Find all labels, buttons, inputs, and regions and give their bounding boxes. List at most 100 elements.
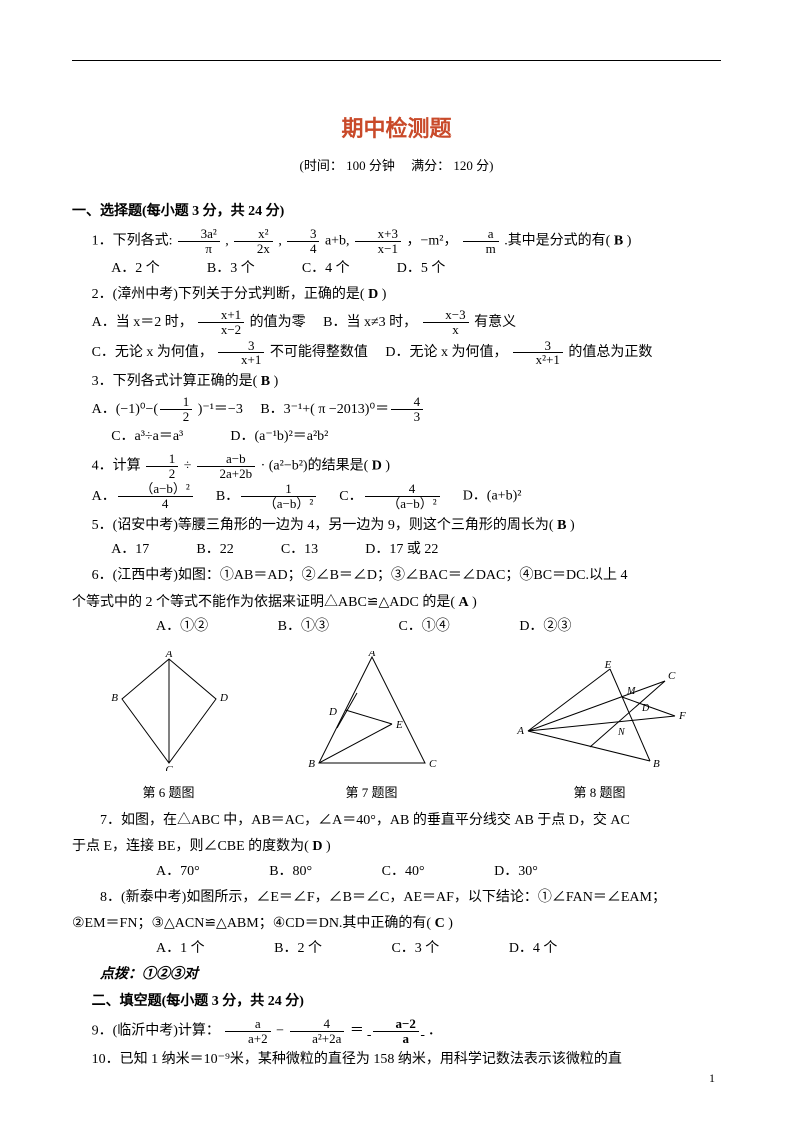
q8-answer: C — [435, 916, 445, 931]
svg-text:F: F — [678, 710, 686, 722]
svg-text:C: C — [668, 670, 676, 682]
figure-7: A B C D E 第 7 题图 — [297, 651, 447, 804]
q5-opt-d: D．17 或 22 — [346, 539, 439, 561]
q7-options: A．70° B．80° C．40° D．30° — [72, 861, 721, 883]
question-10: 10．已知 1 纳米＝10⁻⁹米，某种微粒的直径为 158 纳米，用科学记数法表… — [72, 1049, 721, 1071]
figure-6: A B C D 第 6 题图 — [104, 651, 234, 804]
top-rule — [72, 60, 721, 61]
q5-opt-c: C．13 — [261, 539, 318, 561]
q8-opt-c: C．3 个 — [349, 938, 439, 960]
q3-options-row2: C．a³÷a＝a³ D．(a⁻¹b)²＝a²b² — [72, 426, 721, 448]
question-7-line2: 于点 E，连接 BE，则∠CBE 的度数为( D ) — [72, 836, 721, 858]
q7-opt-d: D．30° — [452, 861, 538, 883]
q1-frac-d: x+3x−1 — [355, 227, 401, 255]
figure-7-caption: 第 7 题图 — [297, 783, 447, 804]
question-7-line1: 7．如图，在△ABC 中，AB＝AC，∠A＝40°，AB 的垂直平分线交 AB … — [72, 810, 721, 832]
q4-opt-c: C．4（a−b）² — [339, 489, 441, 504]
exam-title: 期中检测题 — [72, 111, 721, 146]
svg-text:B: B — [111, 692, 118, 704]
question-6-line2: 个等式中的 2 个等式不能作为依据来证明△ABC≌△ADC 的是( A ) — [72, 592, 721, 614]
q1-frac-b: x²2x — [234, 227, 273, 255]
q2-opt-a: A．当 x＝2 时， x+1x−2 的值为零 — [92, 315, 310, 330]
question-5: 5．(诏安中考)等腰三角形的一边为 4，另一边为 9，则这个三角形的周长为( B… — [72, 515, 721, 537]
q1-frac-c: 34 — [287, 227, 319, 255]
q5-opt-a: A．17 — [92, 539, 150, 561]
q2-options-row2: C．无论 x 为何值， 3x+1 不可能得整数值 D．无论 x 为何值， 3x²… — [72, 339, 721, 367]
q8-opt-d: D．4 个 — [467, 938, 558, 960]
q1-frac-a: 3a²π — [178, 227, 220, 255]
q9-answer: a−2a — [367, 1023, 424, 1038]
q6-opt-b: B．①③ — [236, 616, 329, 638]
q6-opt-c: C．①④ — [356, 616, 449, 638]
section-2-header: 二、填空题(每小题 3 分，共 24 分) — [72, 991, 721, 1013]
q1-answer: B — [614, 234, 623, 249]
q8-opt-a: A．1 个 — [114, 938, 205, 960]
svg-text:B: B — [308, 758, 315, 770]
q1-opt-b: B．3 个 — [187, 258, 254, 280]
q5-opt-b: B．22 — [177, 539, 234, 561]
question-6-line1: 6．(江西中考)如图：①AB＝AD；②∠B＝∠D；③∠BAC＝∠DAC；④BC＝… — [72, 565, 721, 587]
q1-opt-d: D．5 个 — [377, 258, 445, 280]
q2-options-row1: A．当 x＝2 时， x+1x−2 的值为零 B．当 x≠3 时， x−3x 有… — [72, 308, 721, 336]
svg-text:N: N — [617, 727, 626, 738]
svg-text:D: D — [219, 692, 228, 704]
figure-8-svg: A B C D E F M N — [510, 661, 690, 771]
q1-opt-c: C．4 个 — [282, 258, 349, 280]
q1-lead: 1．下列各式: — [92, 234, 173, 249]
figures-row: A B C D 第 6 题图 A B C D E 第 7 题图 — [72, 651, 721, 804]
q7-opt-c: C．40° — [340, 861, 425, 883]
q1-opt-a: A．2 个 — [92, 258, 160, 280]
svg-text:B: B — [653, 758, 660, 770]
svg-text:A: A — [516, 725, 524, 737]
q2-opt-b: B．当 x≠3 时， x−3x 有意义 — [323, 315, 516, 330]
q3-options-row1: A．(−1)⁰−(12 )⁻¹＝−3 B．3⁻¹+( π −2013)⁰＝43 — [72, 395, 721, 423]
question-9: 9．(临沂中考)计算： aa+2 − 4a²+2a ＝ a−2a ． — [72, 1017, 721, 1045]
figure-6-svg: A B C D — [104, 651, 234, 771]
page-number: 1 — [709, 1069, 715, 1088]
q5-options: A．17 B．22 C．13 D．17 或 22 — [72, 539, 721, 561]
q4-options: A．（a−b）²4 B．1（a−b）² C．4（a−b）² D．(a+b)² — [72, 482, 721, 510]
figure-8-caption: 第 8 题图 — [510, 783, 690, 804]
q4-answer: D — [372, 458, 382, 473]
section-1-header: 一、选择题(每小题 3 分，共 24 分) — [72, 201, 721, 223]
q4-opt-d: D．(a+b)² — [463, 489, 522, 504]
svg-text:A: A — [164, 651, 172, 660]
time-label: (时间： — [300, 158, 343, 173]
q3-opt-c: C．a³÷a＝a³ — [92, 426, 184, 448]
q6-opt-d: D．②③ — [477, 616, 571, 638]
q4-opt-b: B．1（a−b）² — [216, 489, 318, 504]
q3-opt-d: D．(a⁻¹b)²＝a²b² — [211, 426, 329, 448]
svg-text:D: D — [641, 703, 650, 714]
q3-answer: B — [261, 374, 270, 389]
q6-opt-a: A．①② — [114, 616, 208, 638]
q6-options: A．①② B．①③ C．①④ D．②③ — [72, 616, 721, 638]
q3-opt-a: A．(−1)⁰−(12 )⁻¹＝−3 — [92, 402, 247, 417]
figure-8: A B C D E F M N 第 8 题图 — [510, 661, 690, 804]
question-3: 3．下列各式计算正确的是( B ) — [72, 371, 721, 393]
svg-text:E: E — [603, 661, 611, 671]
q7-answer: D — [312, 839, 322, 854]
question-1: 1．下列各式: 3a²π , x²2x , 34 a+b, x+3x−1 ，−m… — [72, 227, 721, 255]
score-value: 120 分) — [453, 158, 493, 173]
svg-text:C: C — [429, 758, 437, 770]
q2-opt-d: D．无论 x 为何值， 3x²+1 的值总为正数 — [385, 345, 652, 360]
q7-opt-b: B．80° — [227, 861, 312, 883]
figure-6-caption: 第 6 题图 — [104, 783, 234, 804]
q8-hint: 点拨：①②③对 — [72, 964, 721, 986]
time-value: 100 分钟 — [346, 158, 395, 173]
q8-opt-b: B．2 个 — [232, 938, 322, 960]
svg-text:C: C — [165, 764, 173, 771]
q7-opt-a: A．70° — [114, 861, 200, 883]
q2-answer: D — [368, 287, 378, 302]
q1-frac-f: am — [463, 227, 499, 255]
svg-text:A: A — [367, 651, 375, 659]
svg-text:E: E — [395, 719, 403, 731]
question-8-line2: ②EM＝FN；③△ACN≌△ABM；④CD＝DN.其中正确的有( C ) — [72, 913, 721, 935]
svg-text:D: D — [328, 706, 337, 718]
exam-subtitle: (时间： 100 分钟 满分： 120 分) — [72, 156, 721, 177]
score-label: 满分： — [411, 158, 450, 173]
question-8-line1: 8．(新泰中考)如图所示，∠E＝∠F，∠B＝∠C，AE＝AF，以下结论：①∠FA… — [72, 887, 721, 909]
q4-opt-a: A．（a−b）²4 — [92, 489, 195, 504]
q6-answer: A — [459, 595, 469, 610]
question-4: 4．计算 12 ÷ a−b2a+2b · (a²−b²)的结果是( D ) — [72, 452, 721, 480]
